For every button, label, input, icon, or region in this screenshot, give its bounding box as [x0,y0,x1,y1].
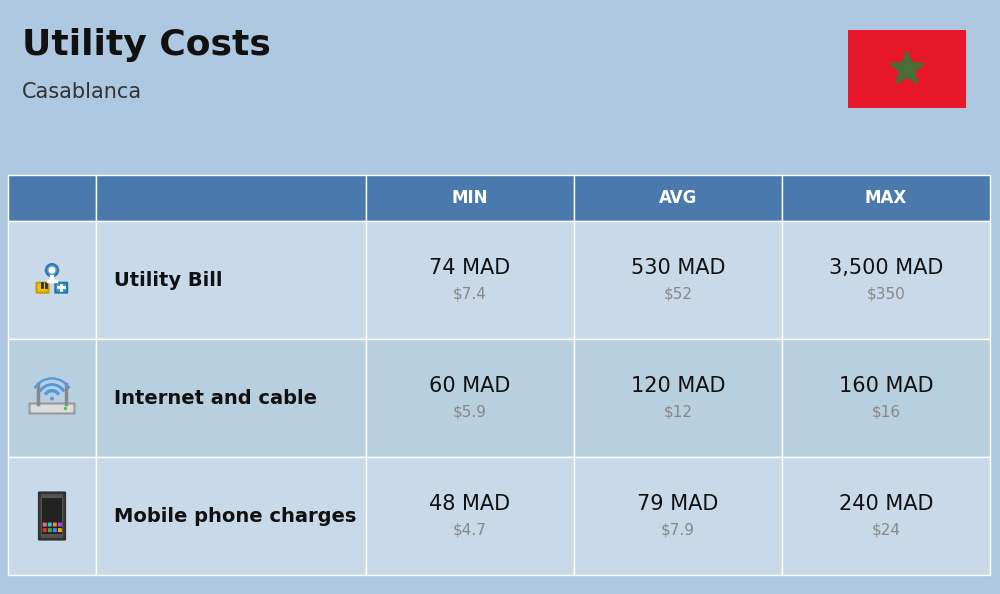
FancyBboxPatch shape [48,523,52,526]
FancyBboxPatch shape [39,493,65,539]
Circle shape [46,264,58,276]
Text: $24: $24 [872,523,900,538]
FancyBboxPatch shape [30,403,74,413]
FancyBboxPatch shape [37,283,48,293]
Circle shape [64,407,67,410]
Text: 530 MAD: 530 MAD [631,258,725,278]
Text: $16: $16 [871,405,901,419]
FancyBboxPatch shape [8,339,96,457]
Text: Internet and cable: Internet and cable [114,388,317,407]
FancyBboxPatch shape [55,283,67,293]
FancyBboxPatch shape [574,175,782,221]
FancyBboxPatch shape [8,221,96,339]
FancyBboxPatch shape [782,457,990,575]
Text: $350: $350 [867,286,905,302]
FancyBboxPatch shape [574,339,782,457]
FancyBboxPatch shape [96,457,366,575]
FancyBboxPatch shape [58,523,62,526]
Text: $7.9: $7.9 [661,523,695,538]
FancyBboxPatch shape [48,528,52,532]
Text: 160 MAD: 160 MAD [839,376,933,396]
FancyBboxPatch shape [366,221,574,339]
FancyBboxPatch shape [96,175,366,221]
Text: MIN: MIN [452,189,488,207]
Text: AVG: AVG [659,189,697,207]
Text: 120 MAD: 120 MAD [631,376,725,396]
Polygon shape [890,51,924,84]
Text: 74 MAD: 74 MAD [429,258,511,278]
FancyBboxPatch shape [366,175,574,221]
Text: $12: $12 [664,405,692,419]
Text: Utility Bill: Utility Bill [114,270,222,289]
FancyBboxPatch shape [58,528,62,532]
FancyBboxPatch shape [782,175,990,221]
Text: 3,500 MAD: 3,500 MAD [829,258,943,278]
Text: $4.7: $4.7 [453,523,487,538]
FancyBboxPatch shape [53,528,57,532]
Text: $52: $52 [664,286,692,302]
Text: Utility Costs: Utility Costs [22,28,271,62]
FancyBboxPatch shape [43,523,47,526]
FancyBboxPatch shape [366,457,574,575]
FancyBboxPatch shape [366,339,574,457]
Text: Casablanca: Casablanca [22,82,142,102]
FancyBboxPatch shape [43,528,47,532]
FancyBboxPatch shape [8,175,96,221]
Text: MAX: MAX [865,189,907,207]
Text: 60 MAD: 60 MAD [429,376,511,396]
FancyBboxPatch shape [848,30,966,108]
Text: Mobile phone charges: Mobile phone charges [114,507,356,526]
Text: $7.4: $7.4 [453,286,487,302]
FancyBboxPatch shape [782,339,990,457]
FancyBboxPatch shape [96,339,366,457]
FancyBboxPatch shape [96,221,366,339]
FancyBboxPatch shape [574,457,782,575]
Text: 240 MAD: 240 MAD [839,494,933,514]
Circle shape [49,267,55,273]
FancyBboxPatch shape [42,498,62,534]
FancyBboxPatch shape [53,523,57,526]
FancyBboxPatch shape [8,457,96,575]
Text: 79 MAD: 79 MAD [637,494,719,514]
Text: $5.9: $5.9 [453,405,487,419]
FancyBboxPatch shape [574,221,782,339]
FancyBboxPatch shape [782,221,990,339]
Circle shape [50,397,54,400]
Text: 48 MAD: 48 MAD [429,494,511,514]
